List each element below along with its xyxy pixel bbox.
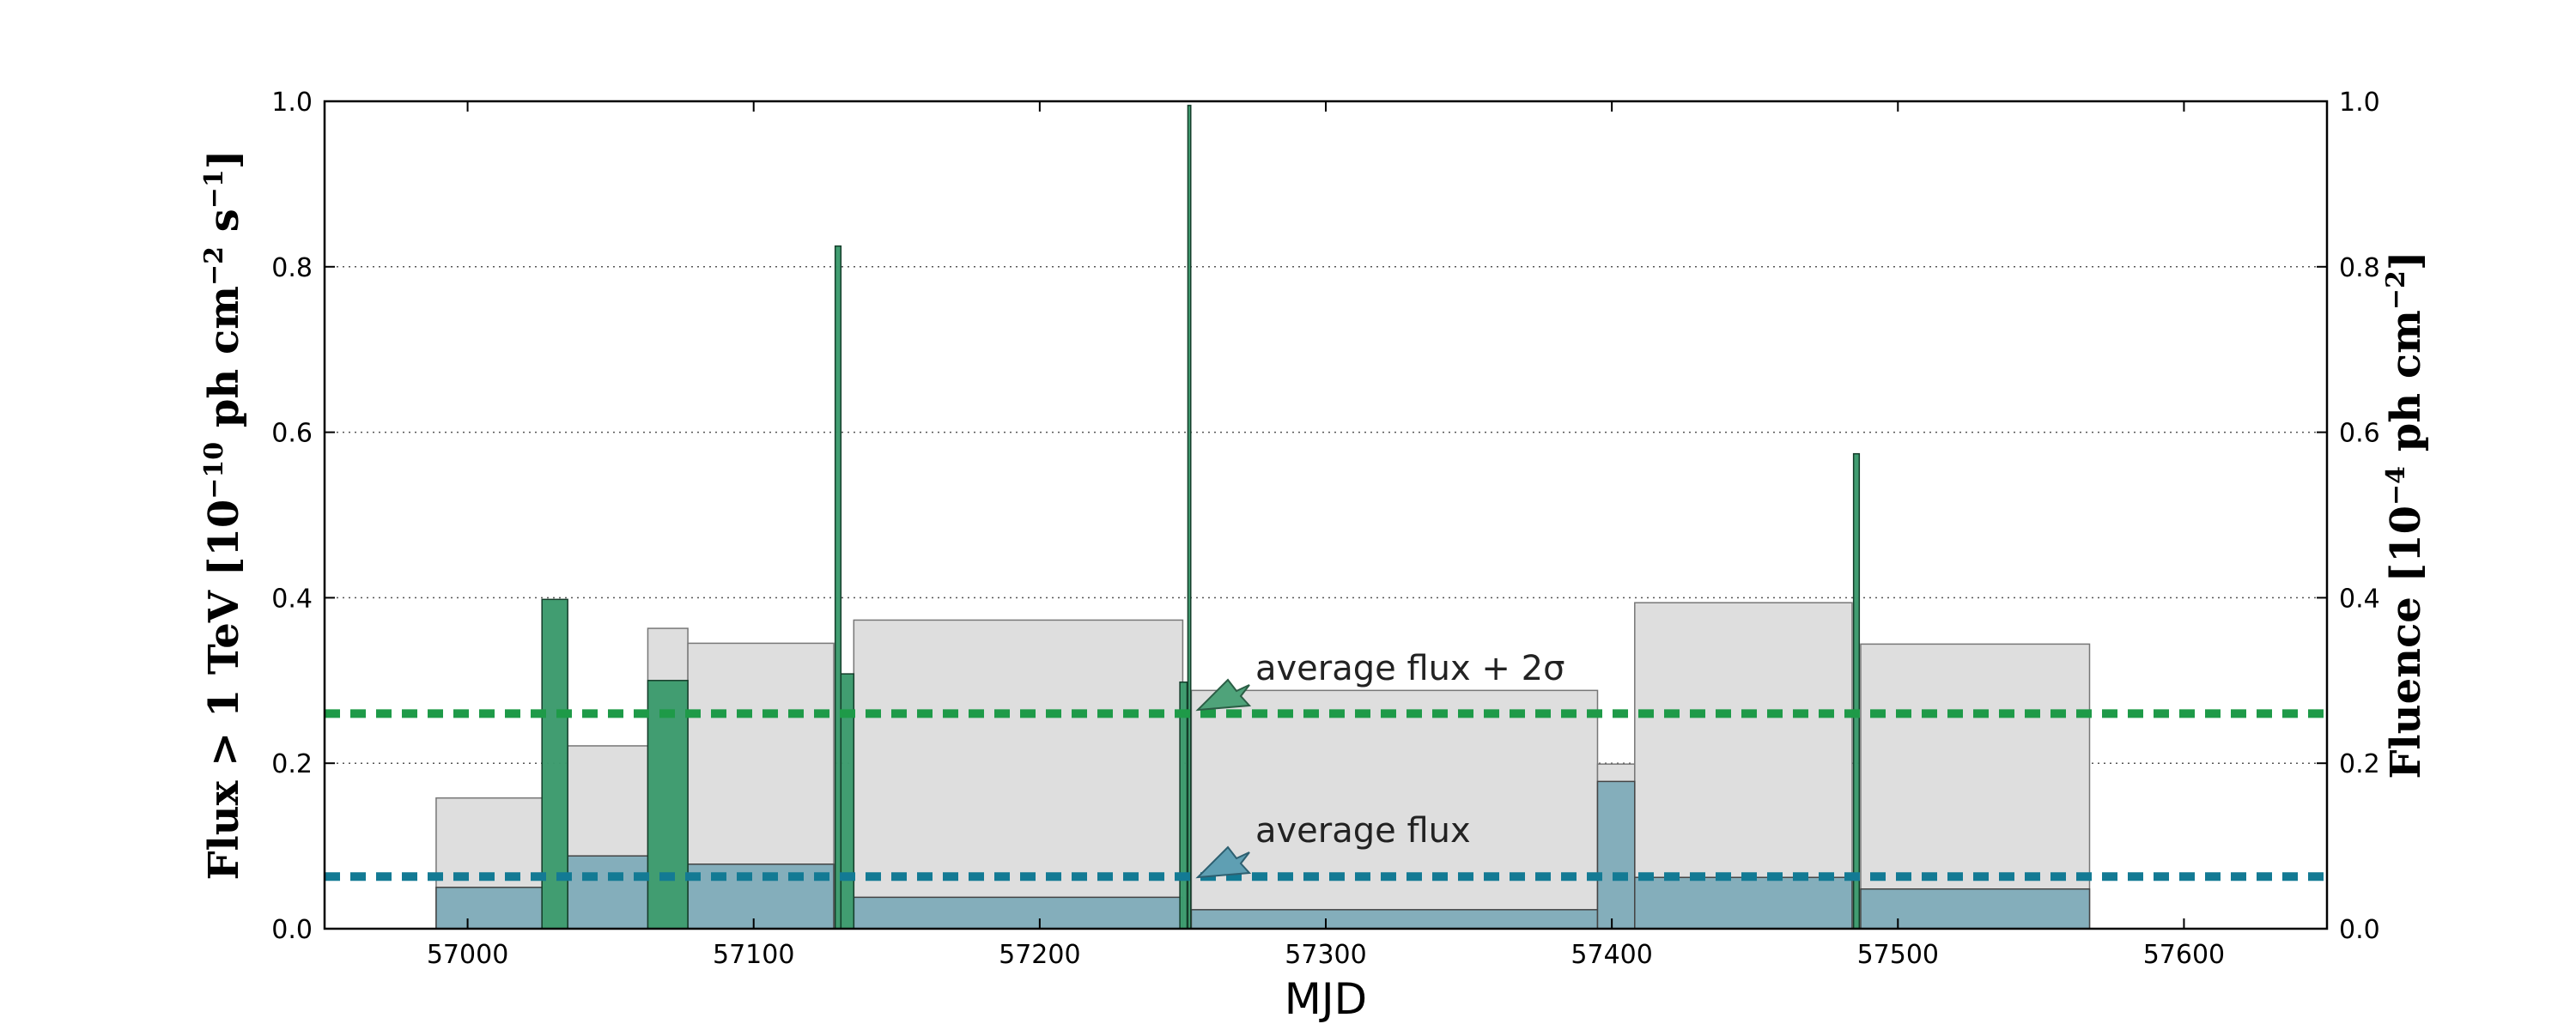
y-tick-label-left-5: 1.0 (271, 88, 313, 118)
x-tick-label-57100: 57100 (713, 940, 794, 970)
annotation-label: average flux (1255, 811, 1471, 851)
histogram-bins (435, 105, 2091, 929)
flux-bar-4 (1190, 909, 1599, 929)
flares-bar-6 (1852, 452, 1861, 929)
x-tick-label-57400: 57400 (1571, 940, 1652, 970)
y-tick-label-right-2: 0.4 (2339, 584, 2380, 614)
y-tick-label-left-2: 0.4 (271, 584, 313, 614)
right-y-axis-title: Fluence [10−4 ph cm−2] (2381, 251, 2430, 779)
y-tick-label-left-3: 0.6 (271, 419, 313, 449)
flux-bar-3 (853, 896, 1184, 929)
y-tick-label-left-4: 0.8 (271, 253, 313, 283)
fluence-bar-8 (1860, 643, 2091, 929)
y-tick-label-right-0: 0.0 (2339, 915, 2380, 945)
y-tick-label-left-0: 0.0 (271, 915, 313, 945)
arrow-icon (1195, 678, 1252, 712)
arrow-icon (1195, 845, 1252, 879)
flares-bar-1 (647, 680, 689, 929)
left-y-axis-title: Flux > 1 TeV [10−10 ph cm−2 s−1] (199, 149, 248, 880)
x-tick-label-57300: 57300 (1285, 940, 1366, 970)
y-tick-label-right-1: 0.2 (2339, 749, 2380, 779)
flux-bar-1 (567, 855, 649, 929)
flares-bar-5 (1187, 105, 1192, 929)
x-tick-label-57000: 57000 (427, 940, 508, 970)
annotation-label: average flux + 2σ (1255, 649, 1564, 688)
y-tick-label-right-4: 0.8 (2339, 253, 2380, 283)
y-tick-label-right-3: 0.6 (2339, 419, 2380, 449)
x-axis-ticks: 57000 57100 57200 57300 57400 57500 57600 (427, 101, 2225, 970)
flares-bar-3 (840, 673, 855, 929)
x-tick-label-57200: 57200 (999, 940, 1080, 970)
flux-bar-0 (435, 887, 543, 929)
x-tick-label-57500: 57500 (1857, 940, 1939, 970)
annotation-avg: average flux (1195, 811, 1471, 879)
fluence-bar-4 (853, 619, 1184, 929)
flares-bar-2 (834, 245, 842, 929)
flux-bar-5 (1596, 780, 1636, 929)
flux-bar-7 (1860, 888, 2091, 929)
fluence-bar-5 (1190, 689, 1599, 929)
flux-bar-6 (1634, 876, 1853, 929)
annotation-avg-plus-2sigma: average flux + 2σ (1195, 649, 1564, 712)
y-tick-label-right-5: 1.0 (2339, 88, 2380, 118)
flux-bar-2 (687, 863, 835, 929)
x-axis-title: MJD (1285, 974, 1367, 1024)
x-tick-label-57600: 57600 (2143, 940, 2225, 970)
y-axis-ticks: 0.0 0.0 0.2 0.2 0.4 0.4 0.6 0.6 0.8 0.8 1.0 1.0 (271, 88, 2379, 945)
flares-bar-4 (1179, 681, 1188, 929)
y-tick-label-left-1: 0.2 (271, 749, 313, 779)
